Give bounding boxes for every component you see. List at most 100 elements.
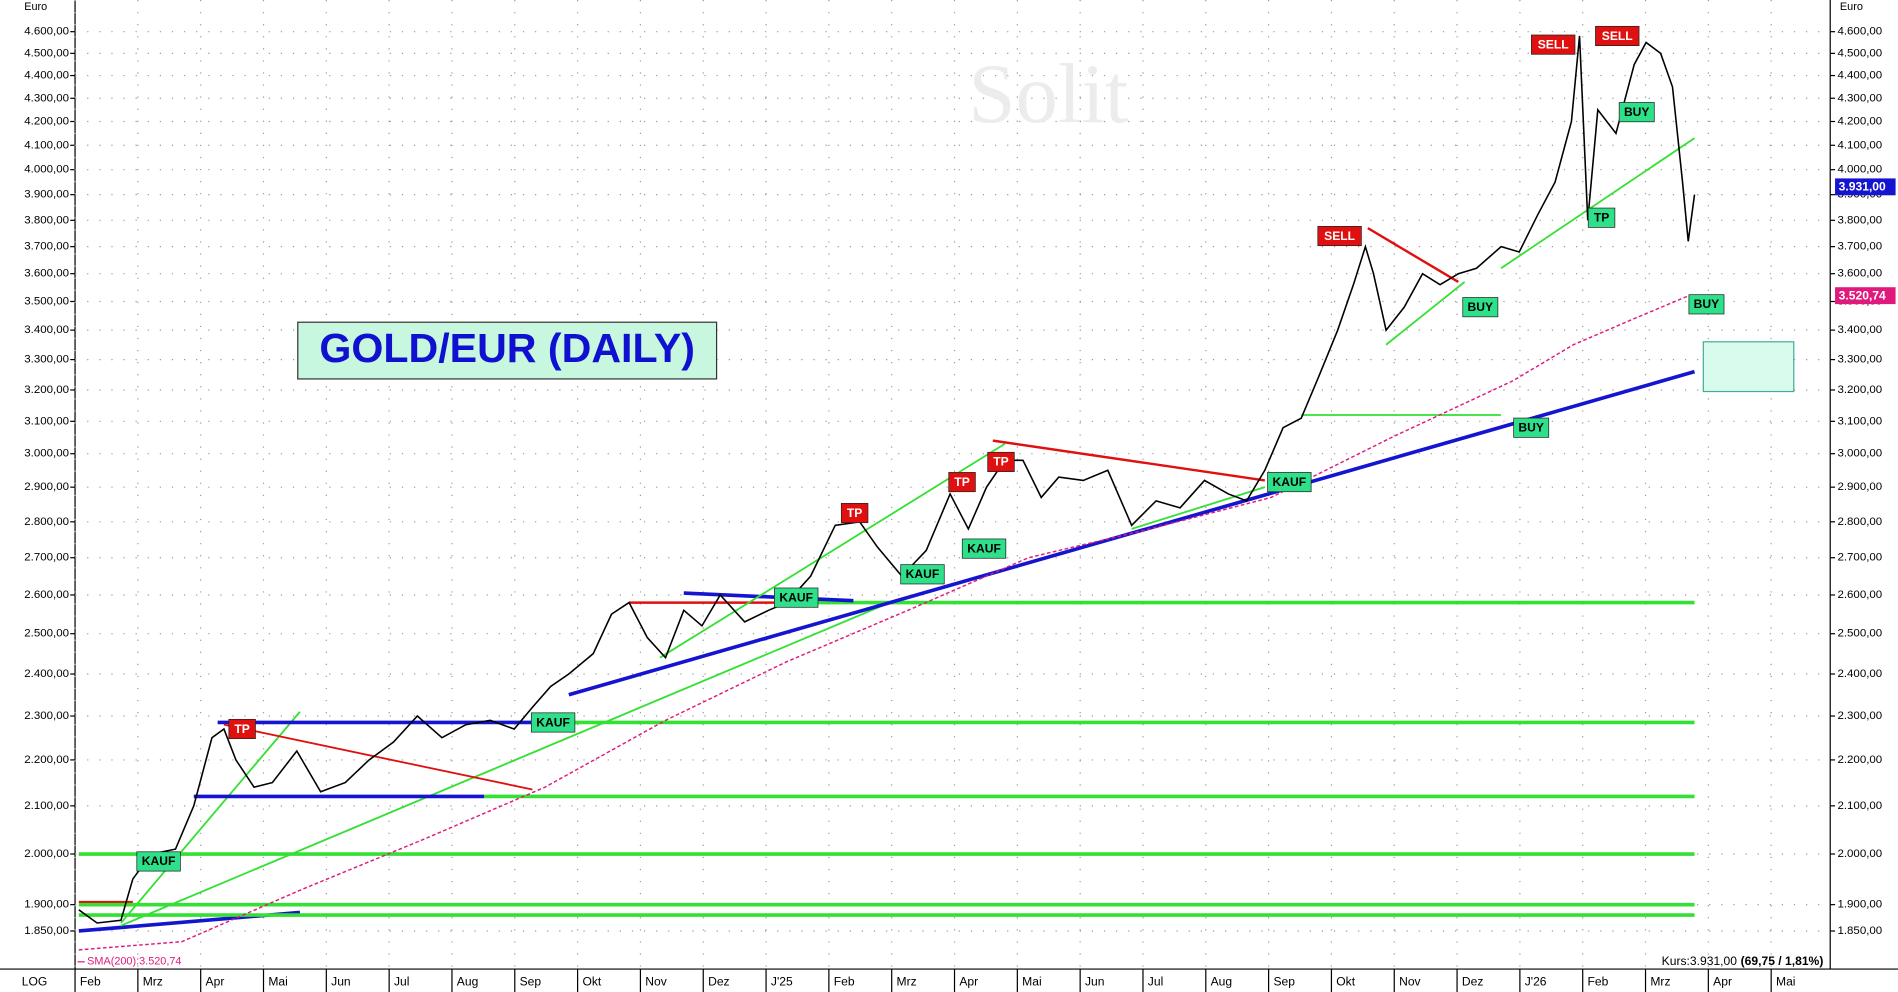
- y-tick-label: 3.700,00: [1837, 241, 1882, 253]
- y-tick-label: 2.000,00: [1837, 848, 1882, 860]
- x-tick-label: Jun: [331, 975, 351, 989]
- x-tick-label: Mai: [1776, 975, 1795, 989]
- signal-box: [900, 564, 945, 585]
- price-tag: [1835, 287, 1896, 305]
- target-zone: [1702, 341, 1795, 393]
- x-tick-label: Dez: [708, 975, 730, 989]
- trend-line: [1131, 486, 1266, 530]
- y-tick-label: 3.200,00: [24, 384, 69, 396]
- y-tick-label: 4.000,00: [24, 164, 69, 176]
- y-tick-label: 3.900,00: [24, 189, 69, 201]
- trend-line: [1500, 137, 1696, 269]
- y-tick-label: 4.400,00: [1837, 70, 1882, 82]
- price-tag: [1835, 178, 1896, 196]
- signal-box: [1688, 294, 1725, 315]
- y-tick-label: 4.300,00: [24, 92, 69, 104]
- y-tick-label: 4.400,00: [24, 70, 69, 82]
- y-tick-label: 4.200,00: [1837, 116, 1882, 128]
- signal-label: TP: [847, 506, 862, 520]
- x-tick-label: Mrz: [1650, 975, 1670, 989]
- y-tick-label: 4.100,00: [24, 139, 69, 151]
- signal-label: KAUF: [536, 715, 570, 729]
- x-tick-label: Okt: [1336, 975, 1355, 989]
- x-tick-label: Aug: [457, 975, 479, 989]
- x-tick-label: Nov: [645, 975, 667, 989]
- x-tick-label: Feb: [1588, 975, 1609, 989]
- x-tick-label: Jul: [394, 975, 409, 989]
- x-tick-label: Feb: [80, 975, 101, 989]
- y-tick-label: 2.700,00: [1837, 552, 1882, 564]
- y-tick-label: 3.000,00: [1837, 448, 1882, 460]
- legend-label: SMA(200):3.520,74: [87, 956, 181, 968]
- signal-label: KAUF: [906, 567, 940, 581]
- y-tick-label: 2.200,00: [24, 754, 69, 766]
- signal-box: [948, 472, 976, 493]
- y-tick-label: 2.500,00: [24, 628, 69, 640]
- currency-label: Euro: [24, 1, 47, 13]
- signal-box: [228, 718, 256, 740]
- y-tick-label: 2.900,00: [24, 481, 69, 493]
- price-tag-label: 3.931,00: [1839, 180, 1886, 194]
- trend-line: [659, 443, 1006, 659]
- signal-label: BUY: [1694, 297, 1720, 311]
- signal-box: [774, 587, 819, 608]
- trend-line: [683, 591, 854, 603]
- watermark: Solit: [968, 48, 1128, 141]
- kurs-label: Kurs:3.931,00: [1662, 954, 1738, 968]
- x-tick-label: Jul: [1148, 975, 1163, 989]
- y-tick-label: 2.500,00: [1837, 628, 1882, 640]
- y-tick-label: 3.600,00: [1837, 268, 1882, 280]
- trend-line: [992, 439, 1266, 482]
- y-tick-label: 3.000,00: [24, 448, 69, 460]
- x-tick-label: Feb: [834, 975, 855, 989]
- y-tick-label: 2.100,00: [24, 800, 69, 812]
- y-tick-label: 3.500,00: [24, 296, 69, 308]
- x-tick-label: Apr: [959, 975, 978, 989]
- y-tick-label: 4.600,00: [1837, 26, 1882, 38]
- y-tick-label: 2.300,00: [1837, 710, 1882, 722]
- x-tick-label: Dez: [1462, 975, 1484, 989]
- signal-box: [1317, 226, 1362, 247]
- y-tick-label: 4.500,00: [24, 47, 69, 59]
- y-tick-label: 2.900,00: [1837, 481, 1882, 493]
- scale-label: LOG: [22, 975, 48, 989]
- y-tick-label: 4.300,00: [1837, 92, 1882, 104]
- x-tick-label: J'26: [1525, 975, 1547, 989]
- signal-box: [1267, 472, 1312, 493]
- x-tick-label: Sep: [1273, 975, 1295, 989]
- x-tick-label: Nov: [1399, 975, 1421, 989]
- y-tick-label: 2.600,00: [1837, 589, 1882, 601]
- chart-title: GOLD/EUR (DAILY): [319, 325, 695, 371]
- trend-line: [1367, 227, 1459, 283]
- trend-line: [120, 601, 891, 927]
- price-line: [78, 35, 1696, 924]
- y-tick-label: 2.000,00: [24, 848, 69, 860]
- signal-box: [987, 451, 1015, 472]
- y-tick-label: 3.200,00: [1837, 384, 1882, 396]
- y-tick-label: 4.600,00: [24, 26, 69, 38]
- title-box: [297, 321, 718, 380]
- x-tick-label: Mrz: [143, 975, 163, 989]
- signal-label: BUY: [1468, 300, 1494, 314]
- signal-label: KAUF: [967, 541, 1001, 555]
- y-tick-label: 4.100,00: [1837, 139, 1882, 151]
- y-tick-label: 4.500,00: [1837, 47, 1882, 59]
- y-tick-label: 1.900,00: [24, 899, 69, 911]
- signal-label: SELL: [1538, 37, 1569, 51]
- signal-box: [1595, 25, 1640, 46]
- x-tick-label: Mai: [268, 975, 287, 989]
- y-tick-label: 2.800,00: [1837, 516, 1882, 528]
- signal-box: [1618, 102, 1655, 123]
- y-tick-label: 2.200,00: [1837, 754, 1882, 766]
- y-tick-label: 1.850,00: [1837, 925, 1882, 937]
- signal-box: [840, 503, 869, 524]
- price-tag-label: 3.520,74: [1839, 288, 1886, 302]
- y-tick-label: 3.400,00: [1837, 324, 1882, 336]
- signal-label: SELL: [1602, 29, 1633, 43]
- signal-label: BUY: [1518, 421, 1544, 435]
- y-tick-label: 1.900,00: [1837, 899, 1882, 911]
- y-tick-label: 3.700,00: [24, 241, 69, 253]
